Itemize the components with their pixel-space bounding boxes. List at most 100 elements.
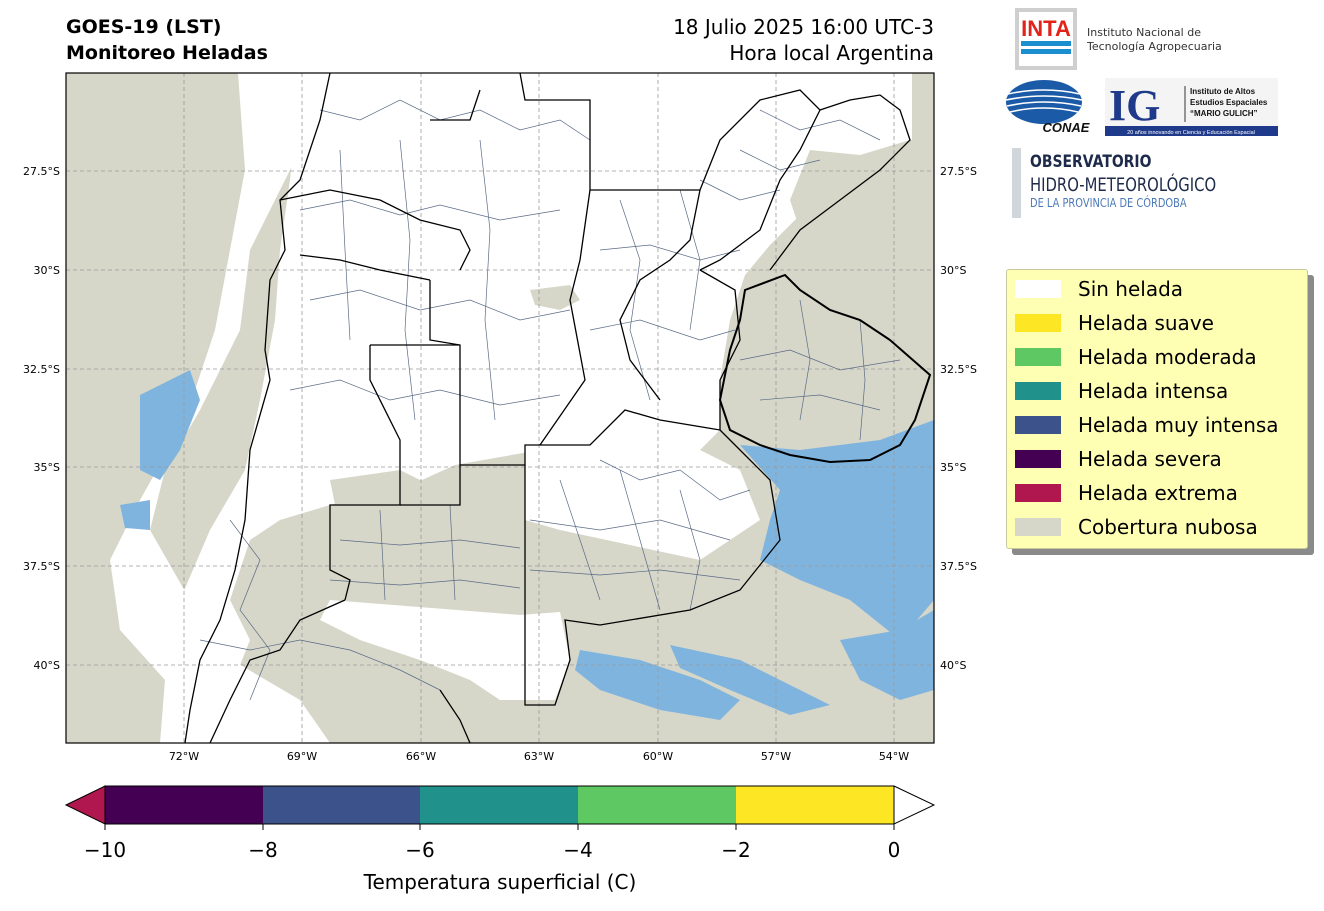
legend-swatch xyxy=(1015,280,1061,298)
legend-item: Helada severa xyxy=(1015,442,1222,476)
lat-label-right: 35°S xyxy=(940,461,966,474)
inta-name-line1: Instituto Nacional de xyxy=(1087,26,1201,39)
observatorio-line3: DE LA PROVINCIA DE CÓRDOBA xyxy=(1030,196,1187,210)
observatorio-line2: HIDRO-METEOROLÓGICO xyxy=(1030,174,1217,196)
conae-logo: CONAE xyxy=(1005,80,1090,134)
cold-ocean-area xyxy=(120,500,150,530)
map-legend: Sin helada Helada suave Helada moderada … xyxy=(1006,269,1308,549)
legend-label: Helada severa xyxy=(1078,447,1222,471)
district-boundaries xyxy=(199,99,901,701)
colorbar-tick: 0 xyxy=(887,838,901,862)
legend-item: Helada muy intensa xyxy=(1015,408,1279,442)
map-title: GOES-19 (LST) Monitoreo Heladas xyxy=(66,14,268,66)
lat-label-right: 30°S xyxy=(940,264,966,277)
lat-label-right: 37.5°S xyxy=(940,560,977,573)
colorbar-under-extension xyxy=(64,785,106,825)
clear-area-west xyxy=(110,73,330,743)
colorbar-bin xyxy=(578,786,736,824)
colorbar-over-extension xyxy=(893,785,936,825)
observatorio-line1: OBSERVATORIO xyxy=(1030,152,1152,172)
legend-swatch xyxy=(1015,416,1061,434)
legend-item: Helada extrema xyxy=(1015,476,1238,510)
colorbar-tick: −4 xyxy=(563,838,593,862)
ig-line3: “MARIO GULICH” xyxy=(1190,109,1258,118)
lon-label: 63°W xyxy=(524,750,554,763)
legend-swatch xyxy=(1015,518,1061,536)
legend-label: Sin helada xyxy=(1078,277,1184,301)
observatorio-logo: OBSERVATORIO HIDRO-METEOROLÓGICO DE LA P… xyxy=(1012,148,1262,218)
legend-item: Sin helada xyxy=(1015,272,1183,306)
title-product: Monitoreo Heladas xyxy=(66,42,268,64)
cold-ocean-area xyxy=(140,370,200,480)
lat-label-left: 32.5°S xyxy=(23,363,60,376)
legend-label: Helada intensa xyxy=(1078,379,1229,403)
legend-label: Helada muy intensa xyxy=(1078,413,1279,437)
legend-label: Helada extrema xyxy=(1078,481,1238,505)
cold-ocean-area xyxy=(670,645,830,715)
legend-label: Helada suave xyxy=(1078,311,1214,335)
legend-swatch xyxy=(1015,348,1061,366)
map-frame xyxy=(65,72,935,744)
inta-name: Instituto Nacional de Tecnología Agropec… xyxy=(1087,26,1222,54)
title-satellite: GOES-19 (LST) xyxy=(66,16,222,38)
colorbar-bin xyxy=(105,786,263,824)
colorbar-label: Temperatura superficial (C) xyxy=(363,870,637,894)
legend-label: Helada moderada xyxy=(1078,345,1257,369)
cloud-patch xyxy=(330,470,560,605)
colorbar-tick: −6 xyxy=(405,838,435,862)
lat-label-right: 27.5°S xyxy=(940,165,977,178)
lon-label: 54°W xyxy=(879,750,909,763)
lon-label: 66°W xyxy=(406,750,436,763)
conae-logo-text: CONAE xyxy=(1043,120,1090,134)
cold-ocean-area xyxy=(840,610,934,700)
ig-tagline: 20 años innovando en Ciencia y Educación… xyxy=(1127,130,1255,136)
datetime-line: 18 Julio 2025 16:00 UTC-3 xyxy=(673,15,934,39)
inta-logo: INTA xyxy=(1015,8,1077,70)
lat-label-left: 27.5°S xyxy=(23,165,60,178)
timezone-line: Hora local Argentina xyxy=(729,41,934,65)
graticule xyxy=(66,73,934,743)
colorbar-bin xyxy=(263,786,420,824)
clear-area-buenos-aires xyxy=(525,420,760,560)
lat-label-left: 40°S xyxy=(34,659,60,672)
ig-line2: Estudios Espaciales xyxy=(1190,98,1268,107)
ig-logo: IG Instituto de Altos Estudios Espaciale… xyxy=(1105,78,1278,136)
lon-label: 69°W xyxy=(287,750,317,763)
legend-swatch xyxy=(1015,382,1061,400)
legend-item: Helada moderada xyxy=(1015,340,1257,374)
lat-label-left: 35°S xyxy=(34,461,60,474)
lat-label-left: 30°S xyxy=(34,264,60,277)
colorbar-tick: −2 xyxy=(721,838,751,862)
cloud-patch xyxy=(790,140,934,260)
lon-label: 57°W xyxy=(761,750,791,763)
legend-item: Helada suave xyxy=(1015,306,1214,340)
lon-label: 60°W xyxy=(643,750,673,763)
uruguay-border xyxy=(718,273,932,464)
cloud-patch xyxy=(530,285,580,310)
ig-logo-mark: IG xyxy=(1109,81,1160,130)
lat-label-right: 40°S xyxy=(940,659,966,672)
cold-ocean-area xyxy=(740,420,934,640)
clear-area-south xyxy=(320,600,570,700)
cloud-patch xyxy=(725,275,925,460)
legend-label: Cobertura nubosa xyxy=(1078,515,1258,539)
legend-swatch xyxy=(1015,484,1061,502)
colorbar-bin xyxy=(736,786,894,824)
lon-label: 72°W xyxy=(169,750,199,763)
inta-logo-mark: INTA xyxy=(1021,16,1071,41)
lat-label-left: 37.5°S xyxy=(23,560,60,573)
clear-area-north xyxy=(180,73,912,700)
legend-swatch xyxy=(1015,450,1061,468)
colorbar-tick: −8 xyxy=(248,838,278,862)
legend-item: Cobertura nubosa xyxy=(1015,510,1258,544)
lat-label-right: 32.5°S xyxy=(940,363,977,376)
cold-ocean-area xyxy=(575,650,740,720)
legend-swatch xyxy=(1015,314,1061,332)
province-boundaries xyxy=(184,73,911,743)
colorbar-bin xyxy=(420,786,578,824)
map-datetime: 18 Julio 2025 16:00 UTC-3 Hora local Arg… xyxy=(560,14,934,66)
cloud-patch xyxy=(545,530,770,620)
legend-item: Helada intensa xyxy=(1015,374,1228,408)
inta-name-line2: Tecnología Agropecuaria xyxy=(1087,40,1222,53)
